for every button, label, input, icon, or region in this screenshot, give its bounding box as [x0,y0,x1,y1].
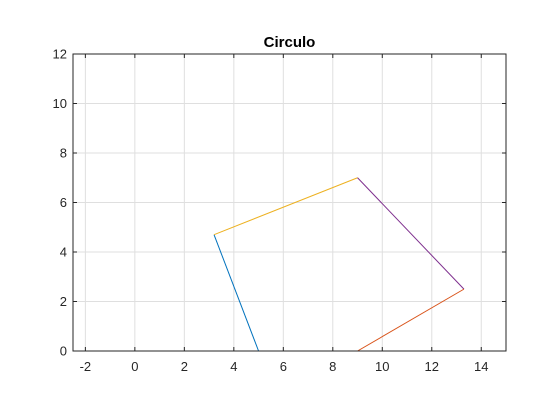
x-tick-label: 4 [230,359,237,374]
y-tick-label: 8 [60,146,67,161]
y-tick-label: 0 [60,344,67,359]
x-tick-label: 10 [375,359,389,374]
y-tick-label: 12 [53,47,67,62]
y-tick-label: 2 [60,294,67,309]
y-tick-label: 10 [53,96,67,111]
x-tick-label: 6 [280,359,287,374]
y-tick-label: 6 [60,195,67,210]
x-tick-label: 8 [329,359,336,374]
x-tick-label: -2 [80,359,92,374]
x-tick-label: 0 [131,359,138,374]
y-tick-label: 4 [60,245,67,260]
x-tick-label: 14 [474,359,488,374]
x-tick-label: 2 [181,359,188,374]
chart-title: Circulo [264,34,316,51]
x-tick-label: 12 [425,359,439,374]
